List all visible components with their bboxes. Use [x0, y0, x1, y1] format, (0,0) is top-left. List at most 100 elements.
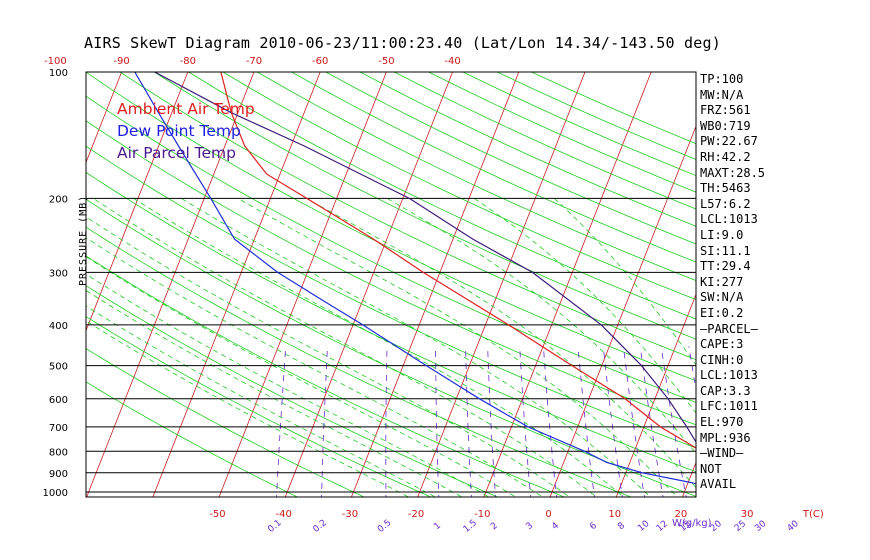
mixing-ratio-tick-label: 25: [733, 519, 748, 534]
dry-adiabat-line: [86, 381, 299, 497]
sounding-index-item: PW:22.67: [700, 134, 758, 149]
air-parcel-temp-line: [154, 72, 696, 444]
dry-adiabat-line: [86, 145, 696, 449]
isotherm-line: [417, 72, 586, 497]
dry-adiabat-line: [325, 72, 696, 245]
moist-adiabat-line: [86, 256, 517, 497]
sounding-index-item: TT:29.4: [700, 259, 751, 274]
dry-adiabat-line: [222, 72, 696, 301]
sounding-index-item: LI:9.0: [700, 227, 744, 242]
bottom-temp-tick-label: 20: [675, 509, 688, 520]
dry-adiabat-line: [86, 72, 696, 382]
mixing-ratio-line: [543, 346, 557, 497]
isotherm-line: [152, 72, 321, 497]
mixing-ratio-line: [465, 346, 472, 497]
bottom-temp-tick-label: -40: [276, 509, 292, 520]
mixing-ratio-tick-label: 4: [550, 521, 561, 533]
dry-adiabat-line: [154, 72, 696, 340]
top-temp-tick-label: -100: [44, 56, 67, 67]
pressure-tick-label: 1000: [43, 488, 68, 499]
moist-adiabat-line: [86, 216, 571, 497]
isotherm-line: [813, 72, 870, 501]
mixing-ratio-tick-label: 0.5: [376, 518, 393, 535]
isotherm-line: [615, 293, 696, 497]
moist-adiabat-line: [86, 237, 544, 497]
isotherm-line: [284, 72, 453, 497]
mixing-ratio-tick-label: 8: [616, 521, 627, 533]
sounding-index-item: LFC:1011: [700, 399, 758, 414]
mixing-ratio-tick-label: 10: [636, 519, 651, 534]
top-temp-tick-label: -50: [378, 56, 394, 67]
sounding-index-item: NOT: [700, 461, 722, 476]
top-temp-tick-label: -60: [312, 56, 328, 67]
sounding-index-item: L57:6.2: [700, 196, 751, 211]
dry-adiabat-line: [394, 72, 696, 210]
legend-air-parcel-temp: Air Parcel Temp: [117, 144, 236, 162]
top-temp-tick-label: -70: [246, 56, 262, 67]
mixing-ratio-line: [639, 346, 664, 497]
chart-title: AIRS SkewT Diagram 2010-06-23/11:00:23.4…: [84, 34, 721, 52]
pressure-tick-label: 500: [49, 362, 68, 373]
pressure-tick-label: 100: [49, 68, 68, 79]
mixing-ratio-line: [519, 346, 532, 497]
mixing-ratio-tick-label: 2: [489, 521, 500, 532]
mixing-ratio-line: [321, 346, 328, 497]
dry-adiabat-line: [86, 120, 696, 426]
temp-axis-unit-label: T(C): [802, 509, 824, 520]
isotherm-line: [0, 72, 55, 501]
dew-point-temp-line: [134, 72, 696, 485]
mixing-ratio-unit-label: W(g/kg): [672, 518, 712, 529]
mixing-ratio-tick-label: 40: [786, 519, 801, 534]
ambient-air-temp-line: [220, 72, 696, 449]
dry-adiabat-line: [86, 171, 696, 473]
dry-adiabat-line: [428, 72, 696, 193]
dry-adiabat-line: [497, 72, 696, 160]
mixing-ratio-line: [660, 346, 687, 497]
sounding-index-item: AVAIL: [700, 477, 737, 492]
top-temp-tick-label: -90: [113, 56, 129, 67]
sounding-index-item: LCL:1013: [700, 368, 758, 383]
dry-adiabat-line: [86, 255, 566, 497]
isotherm-line: [549, 125, 696, 497]
dry-adiabat-line: [86, 95, 696, 403]
moist-adiabat-line: [86, 290, 463, 497]
top-temp-tick-label: -80: [180, 56, 196, 67]
dry-adiabat-line: [291, 72, 696, 263]
dry-adiabat-line: [119, 72, 696, 361]
mixing-ratio-line: [487, 346, 496, 497]
bottom-temp-tick-label: -50: [209, 509, 225, 520]
moist-adiabat-line: [86, 320, 410, 497]
mixing-ratio-tick-label: 6: [588, 521, 599, 533]
sounding-index-item: EL:970: [700, 415, 744, 430]
sounding-index-item: RH:42.2: [700, 149, 751, 164]
moist-adiabat-line: [237, 198, 678, 497]
dry-adiabat-line: [86, 316, 432, 497]
sounding-index-item: SI:11.1: [700, 243, 751, 258]
sounding-index-item: CAPE:3: [700, 337, 744, 352]
sounding-index-item: —PARCEL—: [700, 321, 758, 336]
sounding-index-item: CINH:0: [700, 352, 744, 367]
moist-adiabat-line: [386, 198, 696, 454]
pressure-tick-label: 200: [49, 194, 68, 205]
pressure-tick-label: 900: [49, 469, 68, 480]
sounding-index-item: WB0:719: [700, 118, 751, 133]
sounding-index-item: MPL:936: [700, 430, 751, 445]
top-temp-tick-label: -110: [0, 56, 1, 67]
sounding-index-item: MW:N/A: [700, 87, 744, 102]
sounding-indices-panel: TP:100 MW:N/A FRZ:561 WB0:719 PW:22.67 RH:42.…: [700, 72, 765, 493]
sounding-index-item: FRZ:561: [700, 103, 751, 118]
mixing-ratio-tick-label: 1.5: [462, 518, 479, 535]
sounding-index-item: TP:100: [700, 72, 744, 86]
dry-adiabat-line: [257, 72, 696, 282]
plot-frame: [85, 71, 697, 498]
moist-adiabat-line: [306, 198, 696, 489]
sounding-index-item: CAP:3.3: [700, 383, 751, 398]
isotherm-line: [86, 72, 122, 164]
mixing-ratio-line: [276, 346, 287, 497]
isotherm-line: [86, 72, 189, 332]
mixing-ratio-tick-label: 12: [655, 519, 670, 534]
mixing-ratio-line: [385, 346, 388, 497]
top-temp-tick-label: -40: [444, 56, 460, 67]
bottom-temp-tick-label: -30: [342, 509, 358, 520]
